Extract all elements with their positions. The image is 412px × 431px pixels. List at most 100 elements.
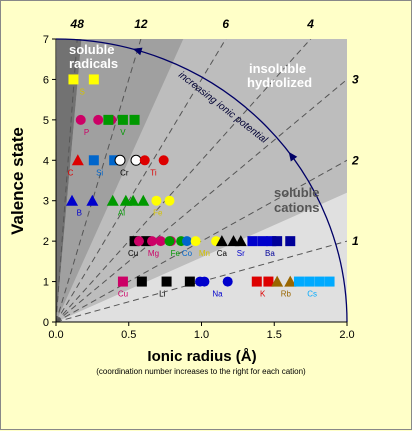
y-tick-label-0: 0 [43,317,49,329]
region-label-soluble-cations-2: cations [274,200,320,215]
ratio-label-2: 2 [351,153,359,167]
element-label-rb-1: Rb [281,290,292,299]
point-b-3-1 [86,194,99,206]
point-mg-2-1 [147,236,158,247]
point-s-6-1 [88,74,99,85]
region-transition [56,39,184,322]
region-soluble-radicals [56,39,82,322]
element-label-co-2: Co [182,249,193,258]
element-label-cs-1: Cs [307,290,317,299]
point-al-3-3 [137,194,150,206]
element-label-mn-2: Mn [199,249,210,258]
point-li-1-2 [184,276,195,287]
point-v-5-0 [103,114,114,125]
element-label-s-6: S [80,87,85,96]
element-label-b-3: B [77,209,82,218]
point-p-5-0 [75,114,86,125]
point-k-1-0 [251,276,262,287]
element-label-ca-2: Ca [217,249,228,258]
point-cu-1-0 [117,276,128,287]
y-tick-label-3: 3 [43,196,49,208]
element-label-fe-2: Fe [171,249,181,258]
point-ba-2-0 [272,236,283,247]
y-tick-label-1: 1 [43,277,49,289]
y-tick-label-7: 7 [43,34,49,46]
ratio-label-12: 12 [134,17,148,31]
x-tick-label-2.0: 2.0 [339,329,354,341]
x-tick-label-1.5: 1.5 [267,329,282,341]
ratio-label-48: 48 [70,17,85,31]
region-label-insoluble-hydrolized-1: insoluble [249,61,306,76]
point-si-4-0 [88,155,99,166]
element-label-al-3: Al [118,209,125,218]
point-s-6-0 [68,74,79,85]
point-cs-1-3 [324,276,335,287]
point-rb-1-0 [271,275,284,287]
point-cu-2-1 [141,236,152,247]
ratio-label-1: 1 [352,234,359,248]
y-tick-label-4: 4 [43,155,49,167]
element-label-ba-2: Ba [265,249,275,258]
point-ca-2-0 [215,235,228,247]
x-axis-title: Ionic radius (Å) [147,348,256,365]
point-mg-2-2 [155,236,166,247]
region-label-insoluble-hydrolized-2: hydrolized [247,75,312,90]
point-al-3-0 [106,194,119,206]
point-mg-2-0 [133,236,144,247]
point-ti-4-0 [139,155,150,166]
ratio-line-3 [56,78,347,322]
ratio-label-6: 6 [222,17,229,31]
element-label-v-5: V [120,128,126,137]
element-label-ti-4: Ti [150,168,157,177]
point-cr-4-1 [130,154,142,166]
point-b-3-0 [66,194,79,206]
y-tick-label-2: 2 [43,236,49,248]
x-tick-label-0.0: 0.0 [48,329,63,341]
point-rb-1-1 [284,275,297,287]
point-cs-1-2 [314,276,325,287]
arc-arrowhead-lower [288,151,298,162]
point-na-1-2 [222,276,233,287]
point-p-5-1 [93,114,104,125]
y-tick-label-6: 6 [43,74,49,86]
element-label-na-1: Na [212,290,223,299]
region-label-soluble-radicals-2: radicals [69,56,118,71]
point-v-5-1 [117,114,128,125]
ratio-line-4 [56,39,312,322]
point-fe-3-1 [164,195,175,206]
point-cr-4-0 [114,154,126,166]
point-fe-3-0 [151,195,162,206]
element-label-cr-4: Cr [120,168,129,177]
ionic-potential-arc [55,38,348,323]
point-sr-2-1 [257,236,268,247]
point-si-4-1 [109,155,120,166]
point-li-1-1 [161,276,172,287]
x-axis-note: (coordination number increases to the ri… [96,367,306,376]
point-sr-2-2 [266,236,277,247]
x-tick-label-1.0: 1.0 [194,329,209,341]
point-c-4-0 [71,154,84,166]
ratio-label-3: 3 [352,72,359,86]
point-cs-1-1 [304,276,315,287]
point-co-2-0 [181,236,192,247]
point-al-3-2 [127,194,140,206]
region-insoluble-hydrolized [56,39,347,322]
point-ca-2-2 [234,235,247,247]
element-label-cu-2: Cu [128,249,138,258]
point-li-1-0 [136,276,147,287]
element-label-sr-2: Sr [237,249,245,258]
point-v-5-2 [129,114,140,125]
point-na-1-1 [199,276,210,287]
y-tick-label-5: 5 [43,115,49,127]
element-label-c-4: C [68,168,74,177]
ratio-line-1 [56,240,347,322]
point-ti-4-1 [158,155,169,166]
region-label-soluble-radicals-1: soluble [69,42,115,57]
ratio-label-4: 4 [306,17,314,31]
point-mn-2-0 [190,236,201,247]
point-fe-2-0 [164,236,175,247]
point-ba-2-1 [285,236,296,247]
element-label-k-1: K [260,290,266,299]
